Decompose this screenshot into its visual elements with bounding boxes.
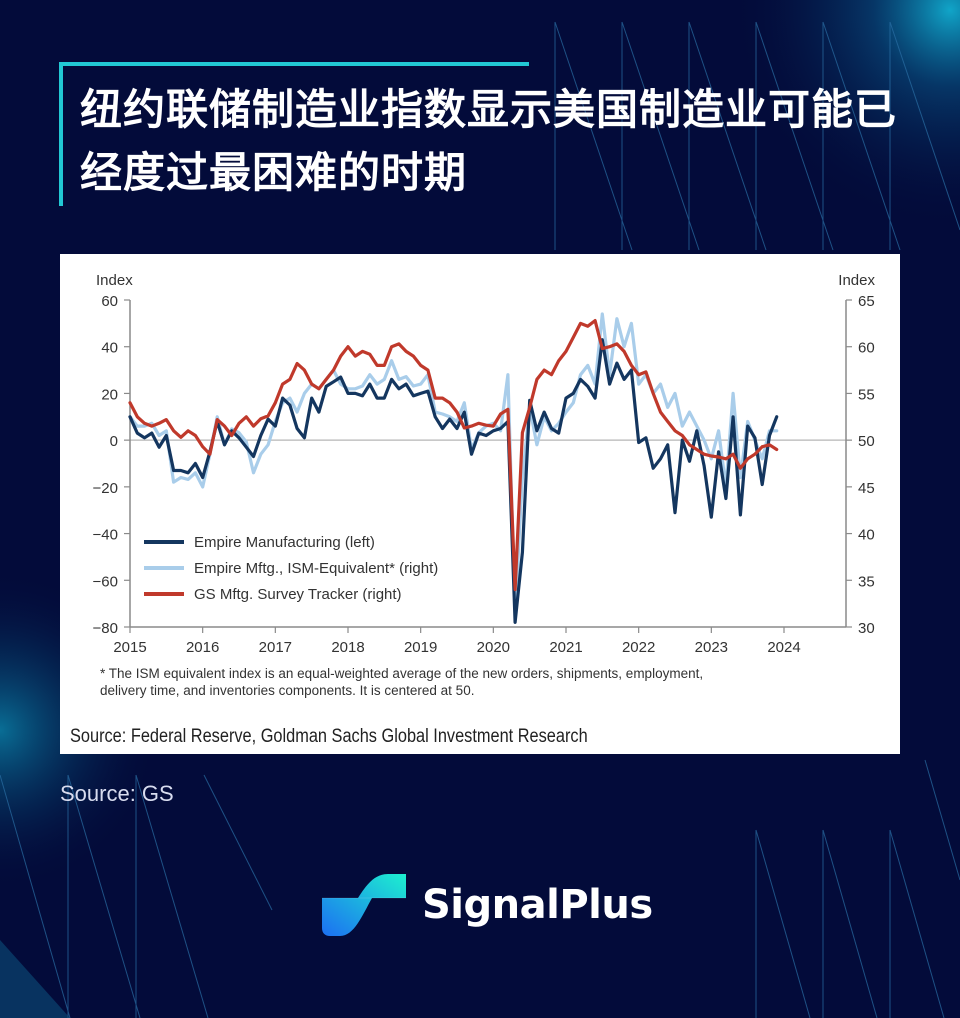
right-tick-label: 65 <box>858 293 875 310</box>
x-tick-label: 2019 <box>404 639 437 656</box>
left-tick-label: 20 <box>101 386 118 403</box>
legend-label: Empire Mftg., ISM-Equivalent* (right) <box>194 560 438 577</box>
footnote-line-2: delivery time, and inventories component… <box>100 683 475 698</box>
chart-footnote: * The ISM equivalent index is an equal-w… <box>100 665 880 699</box>
signalplus-logo-icon <box>322 874 406 936</box>
chart-card: 60 40 20 0 −20 −40 −60 −80 Index 65 60 55 50 45 40 35 30… <box>60 254 900 754</box>
right-tick-label: 40 <box>858 527 875 544</box>
series-line-2 <box>128 318 779 592</box>
left-tick-label: 0 <box>110 433 118 450</box>
page-source: Source: GS <box>60 781 174 806</box>
left-tick-label: −60 <box>93 573 118 590</box>
line-chart: 60 40 20 0 −20 −40 −60 −80 Index 65 60 55 50 45 40 35 30… <box>93 272 876 656</box>
page-title: 纽约联储制造业指数显示美国制造业可能已经度过最困难的时期 <box>80 85 898 197</box>
x-tick-label: 2020 <box>477 639 510 656</box>
brand-name: SignalPlus <box>422 882 653 928</box>
legend-label: GS Mftg. Survey Tracker (right) <box>194 586 402 603</box>
left-tick-label: 40 <box>101 340 118 357</box>
x-tick-label: 2022 <box>622 639 655 656</box>
brand-logo: SignalPlus <box>322 874 653 936</box>
right-tick-label: 30 <box>858 620 875 637</box>
footnote-line-1: * The ISM equivalent index is an equal-w… <box>100 666 704 681</box>
right-axis-title: Index <box>838 272 875 289</box>
x-tick-label: 2017 <box>259 639 292 656</box>
legend-label: Empire Manufacturing (left) <box>194 534 375 551</box>
chart-source: Source: Federal Reserve, Goldman Sachs G… <box>70 726 588 747</box>
x-tick-label: 2021 <box>549 639 582 656</box>
left-tick-label: −40 <box>93 527 118 544</box>
x-tick-label: 2024 <box>767 639 800 656</box>
right-tick-label: 45 <box>858 480 875 497</box>
right-tick-label: 50 <box>858 433 875 450</box>
left-tick-label: 60 <box>101 293 118 310</box>
series-line-0 <box>128 338 779 624</box>
title-accent-bar-left <box>59 62 63 206</box>
right-tick-label: 35 <box>858 573 875 590</box>
x-tick-label: 2016 <box>186 639 219 656</box>
x-tick-label: 2018 <box>331 639 364 656</box>
right-tick-label: 60 <box>858 340 875 357</box>
right-tick-label: 55 <box>858 386 875 403</box>
x-tick-label: 2023 <box>695 639 728 656</box>
left-tick-label: −20 <box>93 480 118 497</box>
left-tick-label: −80 <box>93 620 118 637</box>
x-tick-label: 2015 <box>113 639 146 656</box>
series-line-1 <box>128 312 779 615</box>
title-accent-bar-top <box>59 62 529 66</box>
left-axis-title: Index <box>96 272 133 289</box>
